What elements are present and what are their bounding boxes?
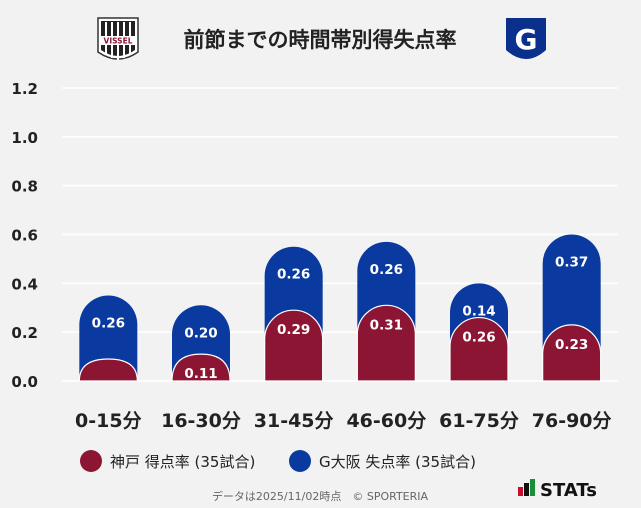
legend-swatch-kobe	[80, 450, 102, 472]
data-label-kobe: 0.26	[462, 330, 495, 346]
stats-brand: STATs	[518, 479, 597, 501]
bar-gosaka	[79, 295, 138, 381]
y-tick-label: 0.0	[11, 373, 38, 391]
data-label-gosaka: 0.37	[555, 255, 588, 271]
x-tick-label: 46-60分	[346, 410, 426, 432]
svg-text:STATs: STATs	[540, 480, 597, 501]
x-tick-label: 0-15分	[75, 410, 142, 432]
svg-text:VISSEL: VISSEL	[104, 37, 133, 46]
y-tick-label: 1.0	[11, 129, 38, 147]
x-tick-label: 61-75分	[439, 410, 519, 432]
legend-label-gosaka: G大阪 失点率 (35試合)	[319, 453, 476, 471]
y-tick-label: 0.2	[11, 324, 38, 342]
y-tick-label: 0.8	[11, 178, 38, 196]
data-label-kobe: 0.23	[555, 337, 588, 353]
legend: 神戸 得点率 (35試合) G大阪 失点率 (35試合)	[80, 450, 476, 472]
y-tick-label: 0.4	[11, 275, 38, 293]
data-label-gosaka: 0.20	[184, 325, 217, 341]
bar-kobe	[356, 304, 416, 382]
x-tick-label: 16-30分	[161, 410, 241, 432]
bars: 0.26 0.20 0.11 0.26 0.29 0.26 0.31 0.14 0.26 0.37…	[78, 234, 602, 382]
x-axis: 0-15分 16-30分 31-45分 46-60分 61-75分 76-90分	[75, 410, 611, 432]
data-label-kobe: 0.31	[370, 317, 403, 333]
chart-title: 前節までの時間帯別得失点率	[184, 28, 457, 52]
x-tick-label: 76-90分	[532, 410, 612, 432]
data-label-gosaka: 0.26	[370, 262, 403, 278]
footer-note: データは2025/11/02時点 © SPORTERIA	[212, 489, 429, 503]
legend-label-kobe: 神戸 得点率 (35試合)	[110, 453, 255, 471]
bar-kobe	[264, 309, 324, 382]
data-label-kobe: 0.11	[184, 366, 217, 382]
y-tick-label: 1.2	[11, 80, 38, 98]
svg-text:G: G	[515, 23, 538, 56]
data-label-gosaka: 0.14	[462, 303, 495, 319]
bar-kobe	[449, 316, 509, 382]
data-label-gosaka: 0.26	[92, 316, 125, 332]
y-grid	[62, 87, 618, 382]
gamba-osaka-logo: G	[506, 18, 546, 59]
bar-kobe	[78, 358, 138, 382]
data-label-kobe: 0.29	[277, 322, 310, 338]
vissel-kobe-logo: VISSEL	[97, 17, 139, 60]
x-tick-label: 31-45分	[254, 410, 334, 432]
bar-kobe	[171, 353, 231, 382]
bar-kobe	[542, 324, 602, 382]
data-label-gosaka: 0.26	[277, 267, 310, 283]
y-axis: 0.0 0.2 0.4 0.6 0.8 1.0 1.2	[11, 80, 38, 391]
legend-swatch-gosaka	[289, 450, 311, 472]
y-tick-label: 0.6	[11, 227, 38, 245]
